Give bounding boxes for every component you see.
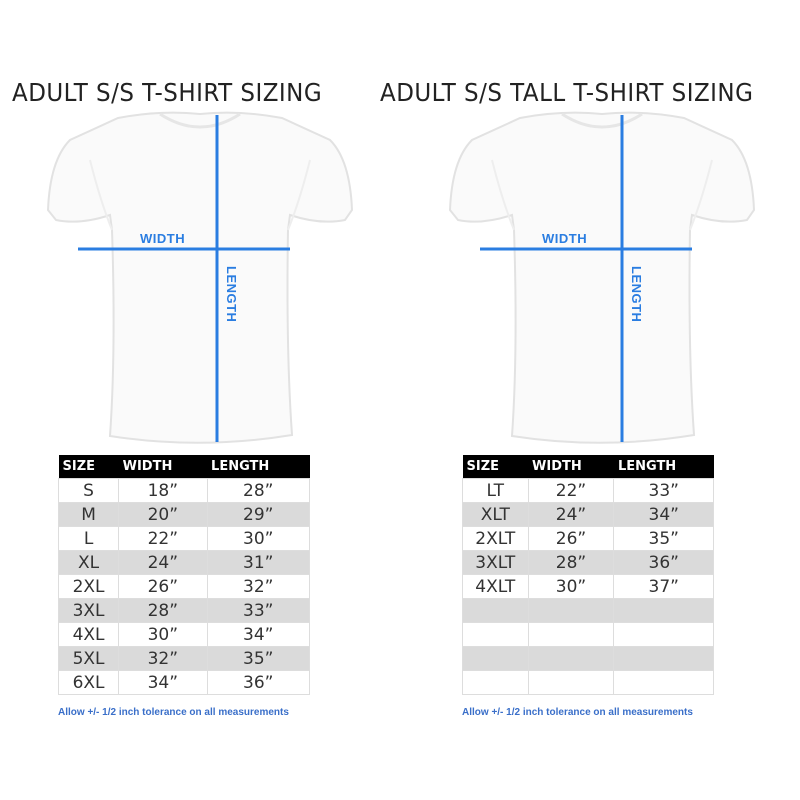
length-label: LENGTH: [629, 266, 644, 323]
table-cell: [613, 598, 714, 623]
size-chart-panel: ADULT S/S T-SHIRT SIZING WIDTH LENGTH SI…: [12, 78, 354, 718]
table-cell: 4XLT: [462, 574, 529, 599]
table-cell: XLT: [462, 502, 529, 527]
table-cell: 26”: [118, 574, 208, 599]
table-cell: [527, 646, 615, 671]
table-cell: [462, 646, 529, 671]
column-header: WIDTH: [118, 455, 208, 479]
table-cell: 6XL: [57, 670, 120, 695]
table-cell: 26”: [527, 526, 615, 551]
table-cell: 33”: [206, 598, 311, 623]
table-cell: M: [57, 502, 120, 527]
table-cell: 28”: [118, 598, 208, 623]
table-cell: [613, 646, 714, 671]
column-header: WIDTH: [528, 455, 614, 479]
width-label: WIDTH: [140, 231, 186, 246]
table-cell: 18”: [118, 478, 208, 503]
size-table: SIZE WIDTH LENGTH LT 22” 33” XLT 24” 34” 2XLT 26” 3…: [462, 455, 714, 695]
table-row: S 18” 28”: [57, 478, 311, 503]
table-row: XL 24” 31”: [57, 550, 311, 575]
table-cell: 32”: [118, 646, 208, 671]
chart-title: ADULT S/S T-SHIRT SIZING: [12, 78, 323, 107]
table-row: 4XLT 30” 37”: [462, 574, 714, 599]
table-cell: 36”: [206, 670, 311, 695]
column-header: SIZE: [462, 455, 529, 479]
column-header: LENGTH: [613, 455, 714, 479]
table-cell: 3XLT: [462, 550, 529, 575]
table-cell: 36”: [613, 550, 714, 575]
table-row: [462, 646, 714, 671]
table-row: [462, 670, 714, 695]
table-cell: XL: [57, 550, 120, 575]
table-cell: 28”: [206, 478, 311, 503]
table-cell: [527, 622, 615, 647]
tolerance-note: Allow +/- 1/2 inch tolerance on all meas…: [58, 707, 289, 718]
table-row: [462, 598, 714, 623]
column-header: SIZE: [58, 455, 119, 479]
table-cell: [613, 622, 714, 647]
table-row: 6XL 34” 36”: [57, 670, 311, 695]
table-cell: 37”: [613, 574, 714, 599]
size-chart-panel: ADULT S/S TALL T-SHIRT SIZING WIDTH LENG…: [380, 0, 800, 800]
size-table: SIZE WIDTH LENGTH S 18” 28” M 20” 29” L 22” 30” XL 24…: [57, 455, 311, 695]
table-row: L 22” 30”: [57, 526, 311, 551]
table-cell: 30”: [527, 574, 615, 599]
table-row: 4XL 30” 34”: [57, 622, 311, 647]
table-cell: 35”: [206, 646, 311, 671]
table-cell: L: [57, 526, 120, 551]
table-cell: 24”: [527, 502, 615, 527]
table-cell: 24”: [118, 550, 208, 575]
table-cell: 3XL: [57, 598, 120, 623]
table-row: LT 22” 33”: [462, 478, 714, 503]
table-cell: 30”: [118, 622, 208, 647]
table-cell: 22”: [527, 478, 615, 503]
table-cell: 28”: [527, 550, 615, 575]
table-row: 3XLT 28” 36”: [462, 550, 714, 575]
table-row: XLT 24” 34”: [462, 502, 714, 527]
table-cell: [462, 670, 529, 695]
table-cell: 29”: [206, 502, 311, 527]
table-row: [462, 622, 714, 647]
chart-title: ADULT S/S TALL T-SHIRT SIZING: [380, 78, 754, 107]
table-cell: 20”: [118, 502, 208, 527]
table-cell: 22”: [118, 526, 208, 551]
table-cell: 34”: [613, 502, 714, 527]
table-row: 3XL 28” 33”: [57, 598, 311, 623]
table-cell: 33”: [613, 478, 714, 503]
width-label: WIDTH: [542, 231, 588, 246]
table-cell: [613, 670, 714, 695]
table-cell: S: [57, 478, 120, 503]
table-cell: 30”: [206, 526, 311, 551]
table-cell: [462, 598, 529, 623]
table-cell: [527, 670, 615, 695]
length-label: LENGTH: [224, 266, 239, 323]
table-cell: 34”: [118, 670, 208, 695]
table-row: M 20” 29”: [57, 502, 311, 527]
table-cell: 34”: [206, 622, 311, 647]
table-cell: 2XL: [57, 574, 120, 599]
table-cell: 4XL: [57, 622, 120, 647]
table-cell: [462, 622, 529, 647]
tshirt-image: [448, 111, 756, 444]
table-cell: 5XL: [57, 646, 120, 671]
table-cell: LT: [462, 478, 529, 503]
table-row: 5XL 32” 35”: [57, 646, 311, 671]
table-cell: [527, 598, 615, 623]
table-cell: 35”: [613, 526, 714, 551]
table-row: 2XLT 26” 35”: [462, 526, 714, 551]
table-cell: 31”: [206, 550, 311, 575]
column-header: LENGTH: [207, 455, 310, 479]
tolerance-note: Allow +/- 1/2 inch tolerance on all meas…: [462, 707, 693, 718]
table-cell: 2XLT: [462, 526, 529, 551]
tshirt-image: [46, 111, 354, 444]
table-cell: 32”: [206, 574, 311, 599]
table-row: 2XL 26” 32”: [57, 574, 311, 599]
